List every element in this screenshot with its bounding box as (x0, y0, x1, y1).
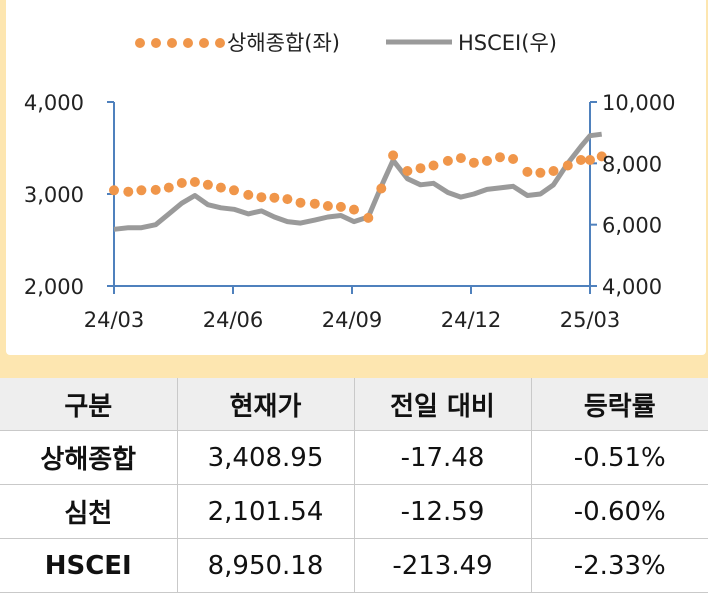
y-right-tick-label: 10,000 (602, 91, 675, 115)
row-label: 심천 (0, 484, 178, 539)
series-point-shanghai (123, 186, 134, 197)
series-point-shanghai (428, 160, 439, 171)
table-row: 심천 2,101.54 -12.59 -0.60% (0, 484, 708, 539)
y-left-tick-label: 3,000 (24, 183, 84, 207)
index-table: 구분 현재가 전일 대비 등락률 상해종합 3,408.95 -17.48 -0… (0, 378, 708, 593)
rate-cell: -0.60% (530, 484, 708, 539)
legend-dot (151, 38, 161, 48)
row-label: HSCEI (0, 538, 178, 593)
series-point-shanghai (442, 155, 453, 166)
series-point-shanghai (596, 151, 607, 162)
series-point-shanghai (388, 150, 399, 161)
series-point-shanghai (575, 155, 586, 165)
price-cell: 8,950.18 (176, 538, 355, 593)
change-cell: -213.49 (353, 538, 532, 593)
series-point-shanghai (322, 201, 333, 211)
series-point-shanghai (256, 192, 267, 203)
series-point-shanghai (482, 155, 492, 166)
series-point-shanghai (243, 189, 254, 200)
series-line-hscei (113, 131, 603, 232)
series-point-shanghai (150, 184, 161, 195)
y-right-tick-label: 6,000 (602, 214, 662, 238)
y-right-tick-label: 8,000 (602, 152, 662, 176)
legend-dot (183, 38, 193, 48)
series-point-shanghai (522, 166, 533, 177)
series-point-shanghai (163, 182, 174, 193)
series-point-shanghai (282, 194, 293, 205)
series-point-shanghai (109, 185, 119, 196)
table-row: HSCEI 8,950.18 -213.49 -2.33% (0, 538, 708, 593)
y-right-tick-label: 4,000 (602, 275, 662, 299)
series-point-shanghai (269, 192, 280, 203)
x-tick-label: 24/03 (84, 308, 145, 332)
series-point-shanghai (189, 177, 200, 187)
chart-axes (107, 101, 597, 294)
legend-dot (199, 38, 209, 48)
chart-frame: 상해종합(좌) HSCEI(우) 2,000 3,000 4,000 4,000 6,0… (0, 0, 708, 378)
series-point-shanghai (229, 185, 239, 196)
series-point-shanghai (376, 183, 387, 194)
series-point-shanghai (363, 212, 374, 223)
series-point-shanghai (548, 166, 559, 176)
series-point-shanghai (335, 201, 346, 212)
column-header-rate: 등락률 (530, 378, 708, 431)
series-point-shanghai (535, 167, 546, 178)
x-tick-label: 24/06 (203, 308, 264, 332)
row-label: 상해종합 (0, 430, 178, 485)
rate-cell: -2.33% (530, 538, 708, 593)
series-point-shanghai (349, 204, 359, 215)
series-point-shanghai (508, 154, 519, 164)
price-cell: 2,101.54 (176, 484, 355, 539)
legend-dot (135, 38, 145, 48)
series-point-shanghai (295, 197, 306, 208)
series-point-shanghai (202, 179, 213, 190)
legend-marker-series-1 (135, 38, 225, 48)
line-chart: 상해종합(좌) HSCEI(우) 2,000 3,000 4,000 4,000 6,0… (24, 31, 676, 332)
legend-label-series-1: 상해종합(좌) (227, 31, 340, 55)
x-tick-label: 25/03 (560, 308, 621, 332)
table-header-row: 구분 현재가 전일 대비 등락률 (0, 378, 708, 431)
legend-dot (167, 38, 177, 48)
series-point-shanghai (309, 198, 320, 209)
series-point-shanghai (215, 182, 226, 193)
chart-series (109, 131, 607, 232)
x-tick-label: 24/12 (441, 308, 502, 332)
rate-cell: -0.51% (530, 430, 708, 485)
y-left-tick-label: 2,000 (24, 275, 84, 299)
series-point-shanghai (585, 155, 595, 165)
price-cell: 3,408.95 (176, 430, 355, 485)
column-header-category: 구분 (0, 378, 178, 431)
series-point-shanghai (176, 178, 187, 188)
series-point-shanghai (468, 157, 479, 168)
series-point-shanghai (402, 166, 413, 176)
table-row: 상해종합 3,408.95 -17.48 -0.51% (0, 430, 708, 485)
y-left-tick-label: 4,000 (24, 91, 84, 115)
x-tick-label: 24/09 (322, 308, 383, 332)
change-cell: -17.48 (353, 430, 532, 485)
series-point-shanghai (455, 153, 466, 164)
series-point-shanghai (136, 185, 147, 196)
legend-label-series-2: HSCEI(우) (458, 31, 557, 55)
series-point-shanghai (495, 152, 505, 163)
chart-legend: 상해종합(좌) HSCEI(우) (135, 31, 557, 55)
column-header-change: 전일 대비 (353, 378, 532, 431)
series-point-shanghai (562, 160, 573, 171)
legend-dot (215, 38, 225, 48)
tick-labels: 2,000 3,000 4,000 4,000 6,000 8,000 10,000 24/0… (24, 91, 676, 332)
change-cell: -12.59 (353, 484, 532, 539)
column-header-price: 현재가 (176, 378, 355, 431)
series-point-shanghai (415, 163, 426, 174)
